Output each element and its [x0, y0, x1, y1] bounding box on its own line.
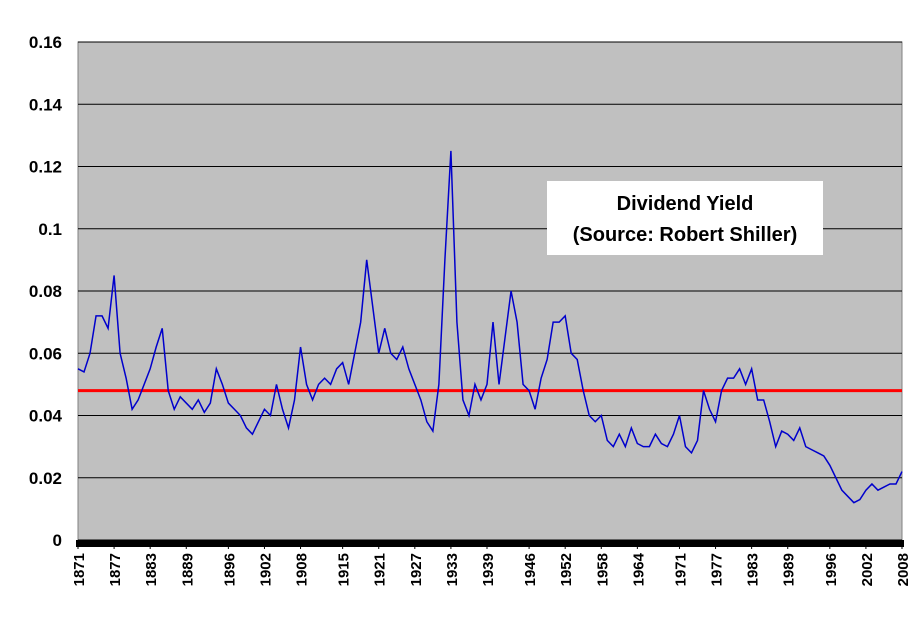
x-tick-label: 1902 [257, 553, 274, 586]
x-tick-label: 1939 [480, 553, 497, 586]
annotation-box [547, 181, 823, 255]
x-tick-label: 1958 [594, 553, 611, 586]
y-tick-label: 0.08 [29, 282, 62, 301]
x-tick-label: 1964 [630, 552, 647, 586]
x-tick-label: 1883 [143, 553, 160, 586]
annotation-text: Dividend Yield [617, 193, 754, 215]
y-tick-label: 0 [53, 531, 62, 550]
y-tick-label: 0.16 [29, 33, 62, 52]
x-tick-label: 1971 [672, 553, 689, 586]
y-tick-label: 0.14 [29, 95, 63, 114]
annotation-text: (Source: Robert Shiller) [573, 224, 797, 246]
x-tick-label: 1977 [709, 553, 726, 586]
x-tick-label: 2008 [895, 553, 911, 586]
x-tick-label: 1915 [336, 553, 353, 586]
series-line [77, 150, 903, 504]
x-tick-label: 1896 [221, 553, 238, 586]
x-tick-label: 1933 [444, 553, 461, 586]
x-tick-label: 1889 [179, 553, 196, 586]
x-tick-label: 1871 [71, 553, 88, 586]
y-tick-label: 0.12 [29, 158, 62, 177]
x-tick-label: 2002 [859, 553, 876, 586]
x-tick-label: 1989 [781, 553, 798, 586]
x-axis-bar [76, 540, 904, 547]
x-tick-label: 1908 [294, 553, 311, 586]
x-tick-label: 1996 [823, 553, 840, 586]
x-tick-label: 1946 [522, 553, 539, 586]
x-tick-label: 1927 [408, 553, 425, 586]
y-tick-label: 0.06 [29, 344, 62, 363]
y-tick-label: 0.1 [38, 220, 62, 239]
x-tick-label: 1877 [107, 553, 124, 586]
y-tick-label: 0.02 [29, 469, 62, 488]
x-tick-label: 1921 [372, 553, 389, 586]
x-tick-label: 1983 [745, 553, 762, 586]
y-tick-label: 0.04 [29, 407, 63, 426]
x-tick-label: 1952 [558, 553, 575, 586]
